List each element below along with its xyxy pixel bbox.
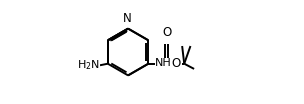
- Text: H$_2$N: H$_2$N: [77, 58, 99, 72]
- Text: O: O: [162, 26, 171, 39]
- Text: N: N: [123, 12, 132, 25]
- Text: O: O: [172, 57, 181, 70]
- Text: NH: NH: [155, 58, 172, 68]
